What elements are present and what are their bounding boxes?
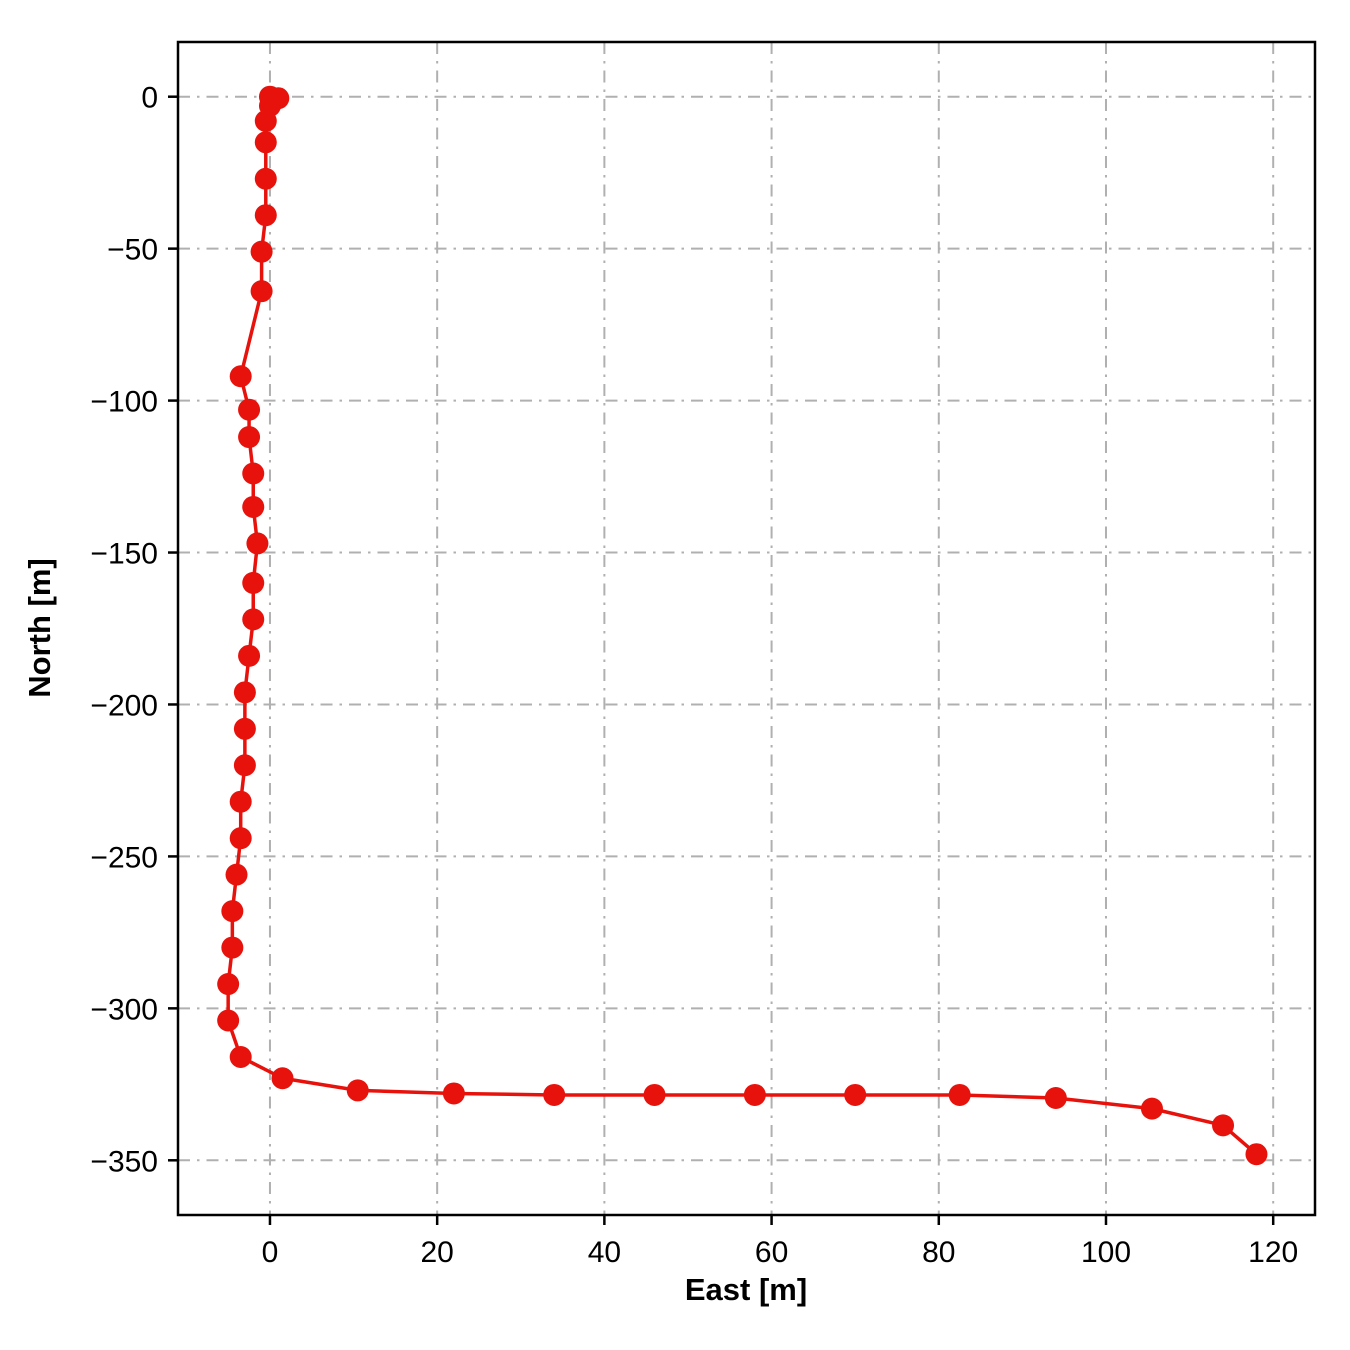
y-tick-label: −150 <box>90 538 158 571</box>
trajectory-point <box>233 717 256 740</box>
trajectory-point <box>238 398 261 421</box>
trajectory-point <box>233 681 256 704</box>
trajectory-point <box>346 1079 369 1102</box>
trajectory-point <box>543 1083 566 1106</box>
y-tick-label: −200 <box>90 689 158 722</box>
x-tick-label: 40 <box>588 1236 621 1269</box>
x-tick-label: 120 <box>1248 1236 1298 1269</box>
y-axis-label: North [m] <box>22 558 57 698</box>
x-tick-label: 100 <box>1081 1236 1131 1269</box>
trajectory-point <box>246 532 269 555</box>
trajectory-line <box>226 94 1258 1156</box>
trajectory-point <box>1044 1087 1067 1110</box>
trajectory-point <box>250 240 273 263</box>
trajectory-point <box>238 426 261 449</box>
x-tick-label: 80 <box>922 1236 955 1269</box>
y-tick-label: −350 <box>90 1145 158 1178</box>
trajectory-point <box>948 1083 971 1106</box>
plot-border <box>176 40 1317 1217</box>
x-axis-label: East [m] <box>684 1272 808 1307</box>
trajectory-point <box>225 863 248 886</box>
trajectory-point <box>242 608 265 631</box>
trajectory-point <box>1212 1114 1235 1137</box>
trajectory-point <box>238 644 261 667</box>
trajectory-point <box>743 1083 766 1106</box>
trajectory-point <box>254 110 277 133</box>
trajectory-point <box>844 1083 867 1106</box>
x-tick-label: 0 <box>262 1236 279 1269</box>
trajectory-point <box>242 495 265 518</box>
trajectory-point <box>229 827 252 850</box>
trajectory-point <box>242 462 265 485</box>
trajectory-point <box>442 1082 465 1105</box>
trajectory-point <box>229 790 252 813</box>
y-tick-label: −50 <box>107 234 158 267</box>
trajectory-point <box>242 571 265 594</box>
trajectory-point <box>1245 1143 1268 1166</box>
y-tick-label: −250 <box>90 841 158 874</box>
trajectory-point <box>271 1067 294 1090</box>
trajectory-point <box>643 1083 666 1106</box>
trajectory-point <box>250 280 273 303</box>
y-tick-label: 0 <box>141 82 158 115</box>
y-tick-label: −300 <box>90 993 158 1026</box>
trajectory-point <box>229 365 252 388</box>
trajectory-point <box>254 167 277 190</box>
x-tick-label: 60 <box>755 1236 788 1269</box>
trajectory-point <box>233 754 256 777</box>
trajectory-point <box>229 1045 252 1068</box>
trajectory-point <box>217 973 240 996</box>
trajectory-point <box>1140 1097 1163 1120</box>
x-tick-label: 20 <box>420 1236 453 1269</box>
trajectory-point <box>217 1009 240 1032</box>
y-tick-label: −100 <box>90 386 158 419</box>
trajectory-point <box>254 204 277 227</box>
trajectory-point <box>221 936 244 959</box>
trajectory-point <box>254 131 277 154</box>
trajectory-point <box>221 900 244 923</box>
